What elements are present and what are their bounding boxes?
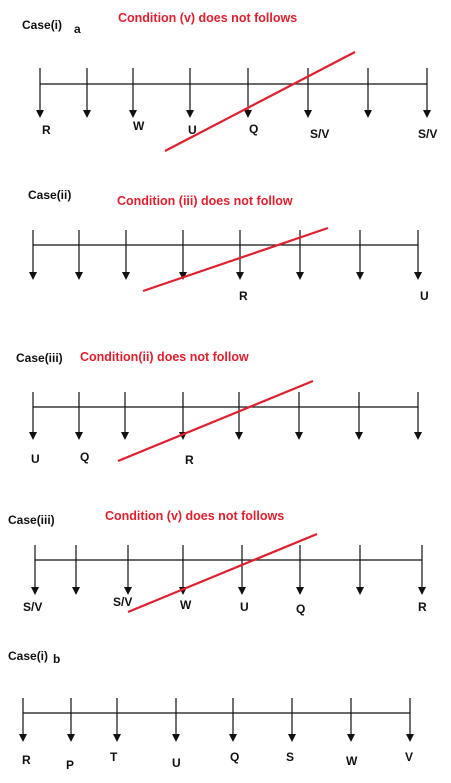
arrow-head [67, 734, 75, 742]
condition-note: Condition (v) does not follows [105, 509, 284, 523]
strike-line [127, 532, 318, 614]
condition-note: Condition (iii) does not follow [117, 194, 293, 208]
person-label: T [110, 750, 118, 764]
person-label: R [185, 453, 194, 467]
arrow-head [244, 110, 252, 118]
arrow-head [229, 734, 237, 742]
arrow-head [296, 587, 304, 595]
person-label: W [180, 598, 192, 612]
case-heading: Case(iii) [8, 513, 55, 527]
person-label: Q [249, 122, 258, 136]
condition-note: Condition (v) does not follows [118, 11, 297, 25]
arrow-head [414, 272, 422, 280]
arrow-head [121, 432, 129, 440]
strike-line [164, 51, 356, 152]
person-label: U [172, 756, 181, 770]
case-heading: Case(i) [22, 18, 62, 32]
person-label: S [286, 750, 294, 764]
arrow-head [238, 587, 246, 595]
arrow-head [356, 587, 364, 595]
person-label: Q [80, 450, 89, 464]
arrow-head [179, 272, 187, 280]
strike-line [117, 379, 314, 463]
person-label: S/V [113, 595, 132, 609]
arrow-head [72, 587, 80, 595]
person-label: V [405, 750, 413, 764]
arrow-head [423, 110, 431, 118]
person-label: U [31, 452, 40, 466]
arrow-head [347, 734, 355, 742]
arrow-head [31, 587, 39, 595]
condition-note: Condition(ii) does not follow [80, 350, 249, 364]
person-label: W [346, 754, 358, 768]
person-label: P [66, 758, 74, 772]
arrow-head [406, 734, 414, 742]
arrow-head [29, 432, 37, 440]
arrow-head [235, 432, 243, 440]
arrow-head [113, 734, 121, 742]
arrow-head [418, 587, 426, 595]
arrow-head [75, 272, 83, 280]
person-label: Q [296, 602, 305, 616]
arrow-head [414, 432, 422, 440]
person-label: S/V [310, 127, 329, 141]
case-suffix: b [53, 652, 60, 666]
arrow-head [304, 110, 312, 118]
person-label: S/V [418, 127, 437, 141]
person-label: R [239, 289, 248, 303]
arrow-head [364, 110, 372, 118]
arrow-head [83, 110, 91, 118]
arrow-head [129, 110, 137, 118]
person-label: R [418, 600, 427, 614]
case-suffix: a [74, 22, 81, 36]
case-heading: Case(iii) [16, 351, 63, 365]
person-label: W [133, 119, 145, 133]
arrow-head [124, 587, 132, 595]
arrow-head [29, 272, 37, 280]
arrow-head [355, 432, 363, 440]
person-label: R [22, 753, 31, 767]
arrow-head [19, 734, 27, 742]
arrow-head [236, 272, 244, 280]
arrow-head [288, 734, 296, 742]
person-label: Q [230, 750, 239, 764]
arrow-head [172, 734, 180, 742]
person-label: U [420, 289, 429, 303]
person-label: U [188, 123, 197, 137]
person-label: R [42, 123, 51, 137]
arrow-head [296, 272, 304, 280]
person-label: S/V [23, 600, 42, 614]
arrow-head [122, 272, 130, 280]
case-heading: Case(i) [8, 649, 48, 663]
arrow-head [75, 432, 83, 440]
case-heading: Case(ii) [28, 188, 71, 202]
arrow-head [295, 432, 303, 440]
arrow-head [36, 110, 44, 118]
arrow-head [186, 110, 194, 118]
person-label: U [240, 600, 249, 614]
arrow-head [356, 272, 364, 280]
strike-line [142, 226, 329, 293]
